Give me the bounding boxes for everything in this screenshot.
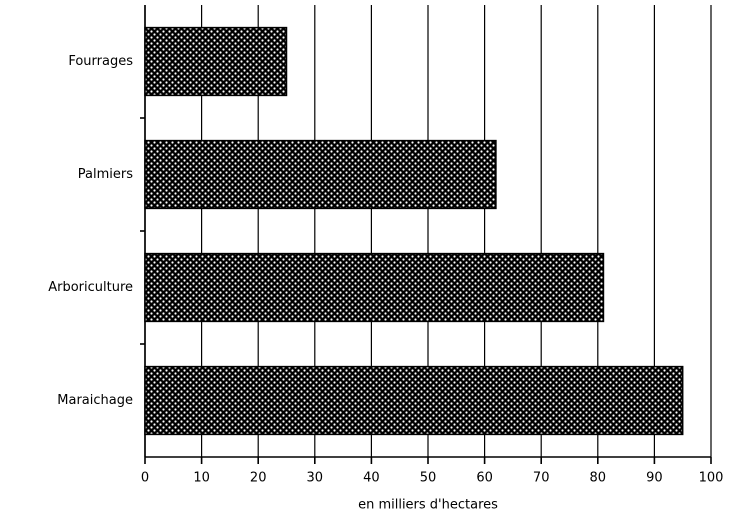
bar xyxy=(144,365,684,436)
x-tick-label: 100 xyxy=(699,471,724,486)
x-tick-label: 40 xyxy=(363,471,380,486)
x-tick-label: 50 xyxy=(420,471,437,486)
bar xyxy=(144,139,497,210)
x-tick-label: 70 xyxy=(533,471,550,486)
x-tick-label: 30 xyxy=(307,471,324,486)
x-tick-label: 20 xyxy=(250,471,267,486)
y-tick-label: Fourrages xyxy=(68,54,133,69)
x-tick-label: 60 xyxy=(476,471,493,486)
y-tick-label: Maraichage xyxy=(57,393,133,408)
y-tick-label: Palmiers xyxy=(78,167,133,182)
bar xyxy=(144,252,605,323)
bar xyxy=(144,26,288,97)
x-tick-label: 10 xyxy=(193,471,210,486)
y-tick-label: Arboriculture xyxy=(48,280,133,295)
x-tick-label: 90 xyxy=(646,471,663,486)
x-axis-label: en milliers d'hectares xyxy=(358,498,498,513)
x-tick-label: 80 xyxy=(590,471,607,486)
x-tick-label: 0 xyxy=(141,471,149,486)
